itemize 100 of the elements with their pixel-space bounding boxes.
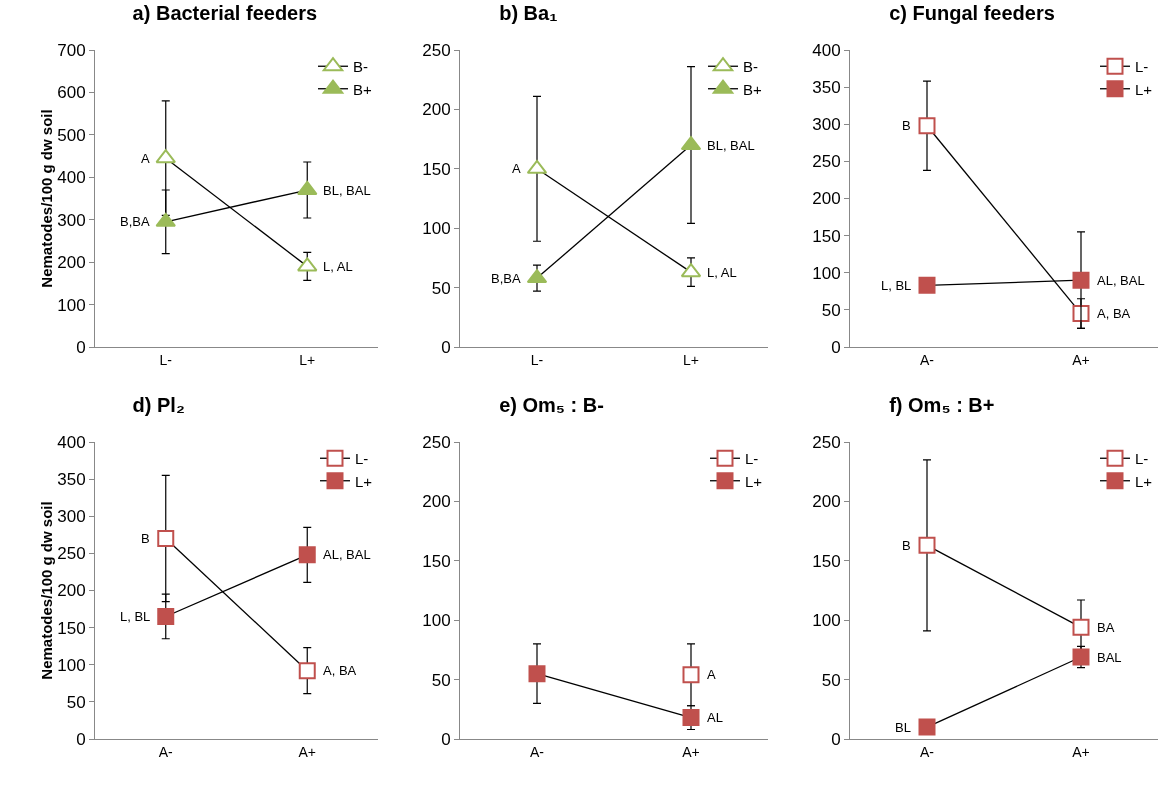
y-tick-label: 50: [821, 670, 841, 690]
annotation: B,BA: [120, 214, 150, 229]
y-tick-label: 0: [831, 729, 841, 749]
annotation: B: [902, 118, 911, 133]
annotation: AL, BAL: [1097, 273, 1145, 288]
legend-label: B+: [743, 80, 762, 98]
legend-label: L-: [745, 450, 759, 468]
y-tick-label: 400: [812, 40, 841, 60]
x-tick-label: A-: [158, 743, 174, 760]
annotation: A, BA: [1097, 306, 1131, 321]
y-tick-label: 150: [812, 226, 841, 246]
y-tick-label: 250: [57, 544, 86, 564]
y-tick-label: 250: [812, 432, 841, 452]
legend-label: B-: [353, 58, 368, 76]
y-tick-label: 0: [76, 729, 86, 749]
point: [1072, 271, 1090, 289]
y-tick-label: 150: [57, 618, 86, 638]
y-tick-label: 350: [57, 470, 86, 490]
legend-label: L+: [1135, 472, 1153, 490]
y-tick-label: 400: [57, 432, 86, 452]
chart-title: a) Bacterial feeders: [132, 1, 318, 24]
point: [918, 536, 936, 554]
annotation: B: [902, 538, 911, 553]
y-tick-label: 50: [66, 692, 86, 712]
annotation: A: [707, 667, 716, 682]
annotation: BL: [895, 720, 911, 735]
annotation: A, BA: [323, 663, 357, 678]
chart-title: c) Fungal feeders: [889, 1, 1055, 24]
legend-label: B+: [353, 80, 372, 98]
chart-title: d) Pl₂: [132, 393, 185, 416]
y-axis-title: Nematodes/100 g dw soil: [38, 501, 56, 680]
x-tick-label: A-: [530, 743, 545, 760]
y-tick-label: 50: [431, 278, 451, 298]
y-tick-label: 100: [422, 611, 451, 631]
y-tick-label: 300: [57, 507, 86, 527]
annotation: L, AL: [323, 259, 353, 274]
annotation: B: [141, 531, 150, 546]
x-tick-label: A+: [1072, 351, 1090, 368]
legend-label: L-: [1135, 58, 1149, 76]
y-tick-label: 100: [812, 611, 841, 631]
y-tick-label: 700: [57, 40, 86, 60]
chart-title: f) Om₅ : B+: [889, 393, 995, 416]
x-tick-label: A-: [920, 351, 935, 368]
y-tick-label: 600: [57, 83, 86, 103]
y-tick-label: 300: [57, 210, 86, 230]
y-tick-label: 50: [431, 670, 451, 690]
point: [298, 546, 316, 564]
annotation: A: [141, 151, 150, 166]
y-tick-label: 0: [831, 337, 841, 357]
y-tick-label: 0: [441, 729, 451, 749]
x-tick-label: A+: [1072, 743, 1090, 760]
annotation: BA: [1097, 620, 1115, 635]
y-tick-label: 350: [812, 78, 841, 98]
point: [918, 718, 936, 736]
y-tick-label: 100: [57, 295, 86, 315]
y-tick-label: 100: [812, 263, 841, 283]
x-tick-label: A-: [920, 743, 935, 760]
x-tick-label: A+: [298, 743, 317, 760]
annotation: AL, BAL: [323, 547, 371, 562]
annotation: A: [512, 161, 521, 176]
y-tick-label: 250: [422, 432, 451, 452]
legend-label: B-: [743, 58, 758, 76]
y-tick-label: 150: [422, 551, 451, 571]
x-tick-label: L+: [683, 351, 699, 368]
annotation: L, AL: [707, 265, 737, 280]
point: [1072, 648, 1090, 666]
legend-label: L+: [355, 472, 373, 490]
y-tick-label: 200: [57, 581, 86, 601]
point: [157, 530, 175, 548]
x-tick-label: A+: [682, 743, 700, 760]
y-tick-label: 300: [812, 115, 841, 135]
y-tick-label: 50: [821, 300, 841, 320]
annotation: BAL: [1097, 650, 1122, 665]
annotation: L, BL: [120, 609, 151, 624]
y-tick-label: 200: [422, 492, 451, 512]
y-tick-label: 250: [812, 152, 841, 172]
y-tick-label: 400: [57, 168, 86, 188]
y-tick-label: 200: [422, 100, 451, 120]
point: [918, 276, 936, 294]
point: [298, 662, 316, 680]
legend-label: L-: [355, 450, 369, 468]
annotation: AL: [707, 710, 723, 725]
y-tick-label: 100: [422, 219, 451, 239]
chart-title: e) Om₅ : B-: [499, 393, 604, 416]
y-tick-label: 150: [422, 159, 451, 179]
chart-title: b) Ba₁: [499, 1, 558, 24]
point: [682, 666, 700, 684]
x-tick-label: L+: [299, 351, 316, 368]
point: [918, 117, 936, 135]
annotation: BL, BAL: [707, 138, 755, 153]
y-tick-label: 0: [76, 337, 86, 357]
annotation: B,BA: [491, 271, 521, 286]
x-tick-label: L-: [530, 351, 544, 368]
y-tick-label: 200: [812, 492, 841, 512]
legend-label: L+: [1135, 80, 1153, 98]
y-tick-label: 500: [57, 125, 86, 145]
y-tick-label: 0: [441, 337, 451, 357]
annotation: BL, BAL: [323, 183, 371, 198]
point: [1072, 618, 1090, 636]
point: [682, 709, 700, 727]
